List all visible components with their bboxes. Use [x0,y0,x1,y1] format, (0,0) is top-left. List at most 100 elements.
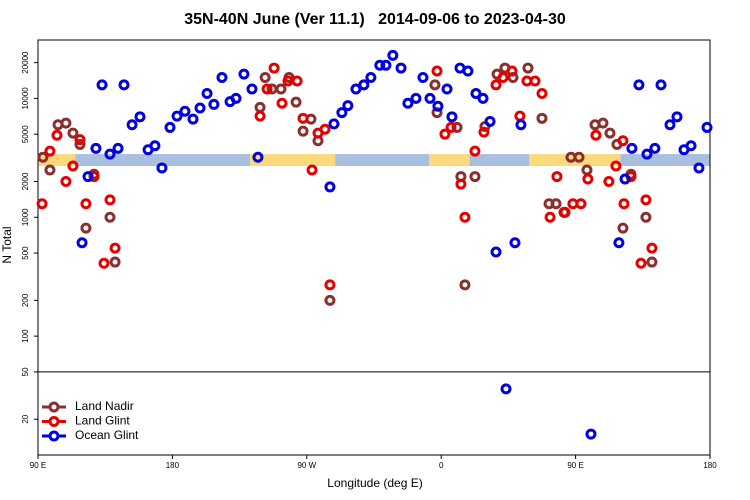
point [276,97,288,109]
point [328,118,340,130]
point [500,383,512,395]
point [290,96,302,108]
y-tick-label: 20 [21,414,30,423]
point [374,59,386,71]
point [88,171,100,183]
x-tick-label: 90 E [30,461,46,470]
band [38,154,76,166]
point [617,222,629,234]
point [350,83,362,95]
point [216,71,228,83]
point [36,198,48,210]
point [664,119,676,131]
band [429,154,470,166]
point [254,101,266,113]
band [620,154,710,166]
point [536,112,548,124]
x-tick-label: 180 [166,461,180,470]
point [104,194,116,206]
point [246,83,258,95]
point [462,65,474,77]
point [459,279,471,291]
point [164,121,176,133]
point [194,102,206,114]
point [324,294,336,306]
point [633,79,645,91]
point [319,123,331,135]
point [291,75,303,87]
y-tick-label: 200 [21,293,30,307]
point [617,135,629,147]
point [646,256,658,268]
point [417,71,429,83]
x-tick-label: 90 W [297,461,316,470]
point [490,246,502,258]
point [80,222,92,234]
point [509,237,521,249]
point [44,145,56,157]
point [208,98,220,110]
point [478,126,490,138]
point [80,198,92,210]
x-tick-label: 0 [439,461,444,470]
legend-marker [48,401,60,413]
point [613,237,625,249]
point [477,92,489,104]
point [544,211,556,223]
point [451,121,463,133]
legend-label: Land Nadir [75,399,134,413]
point [82,171,94,183]
point [641,148,653,160]
point [90,142,102,154]
y-tick-label: 1000 [21,208,30,226]
plot-frame [37,39,711,456]
point [604,127,616,139]
point [585,428,597,440]
legend-marker [48,430,60,442]
point [459,211,471,223]
point [324,279,336,291]
point [619,173,631,185]
legend-label: Ocean Glint [75,428,139,442]
y-axis-label: N Total [0,226,14,263]
point [268,62,280,74]
point [104,148,116,160]
point [693,162,705,174]
point [497,71,509,83]
point [387,49,399,61]
point [109,256,121,268]
y-tick-label: 500 [21,246,30,260]
point [490,79,502,91]
point [74,134,86,146]
point [551,171,563,183]
point [441,83,453,95]
point [76,237,88,249]
point [342,100,354,112]
point [336,107,348,119]
y-tick-label: 100 [21,329,30,343]
point [156,162,168,174]
point [432,100,444,112]
legend-label: Land Glint [75,414,130,428]
point [446,111,458,123]
x-axis-label: Longitude (deg E) [327,476,422,490]
point [297,125,309,137]
point [671,111,683,123]
point [646,242,658,254]
point [252,151,264,163]
point [395,62,407,74]
point [640,194,652,206]
point [126,119,138,131]
y-tick-label: 10000 [21,87,30,110]
point [431,65,443,77]
point [701,121,713,133]
y-tick-label: 2000 [21,172,30,190]
point [179,105,191,117]
point [640,211,652,223]
point [60,175,72,187]
point [514,110,526,122]
point [536,87,548,99]
point [60,117,72,129]
